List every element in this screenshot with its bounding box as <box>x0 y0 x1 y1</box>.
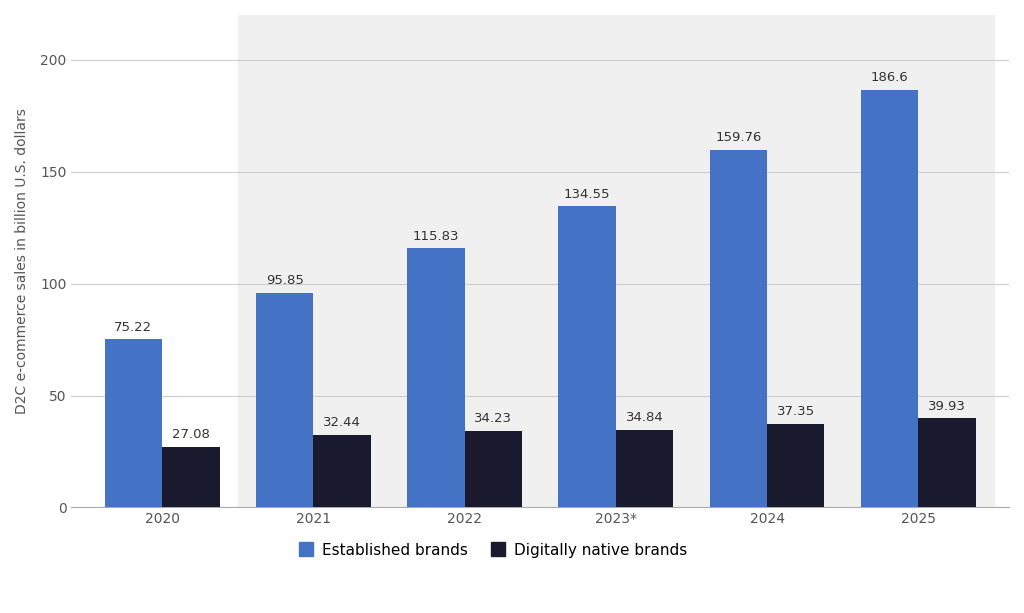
Bar <box>313 435 371 508</box>
Bar <box>767 424 824 508</box>
Legend: Established brands, Digitally native brands: Established brands, Digitally native bra… <box>293 536 693 564</box>
Text: 32.44: 32.44 <box>324 416 361 429</box>
Bar <box>465 431 522 508</box>
Bar <box>919 418 976 508</box>
Text: 186.6: 186.6 <box>870 71 908 84</box>
Text: 159.76: 159.76 <box>715 131 762 144</box>
Bar <box>861 89 919 508</box>
Text: 75.22: 75.22 <box>115 321 153 333</box>
Text: 39.93: 39.93 <box>928 400 966 413</box>
Bar <box>104 339 162 508</box>
Y-axis label: D2C e-commerce sales in billion U.S. dollars: D2C e-commerce sales in billion U.S. dol… <box>15 109 29 414</box>
Text: 37.35: 37.35 <box>776 405 815 418</box>
Text: 34.23: 34.23 <box>474 413 512 425</box>
Bar <box>238 15 994 508</box>
Bar <box>162 447 219 508</box>
Text: 27.08: 27.08 <box>172 428 210 441</box>
Text: 115.83: 115.83 <box>413 230 459 243</box>
Text: 34.84: 34.84 <box>626 411 664 424</box>
Text: 95.85: 95.85 <box>265 275 303 287</box>
Bar <box>408 248 465 508</box>
Bar <box>256 293 313 508</box>
Text: 134.55: 134.55 <box>564 188 610 200</box>
Bar <box>710 150 767 508</box>
Bar <box>615 430 673 508</box>
Bar <box>558 207 615 508</box>
